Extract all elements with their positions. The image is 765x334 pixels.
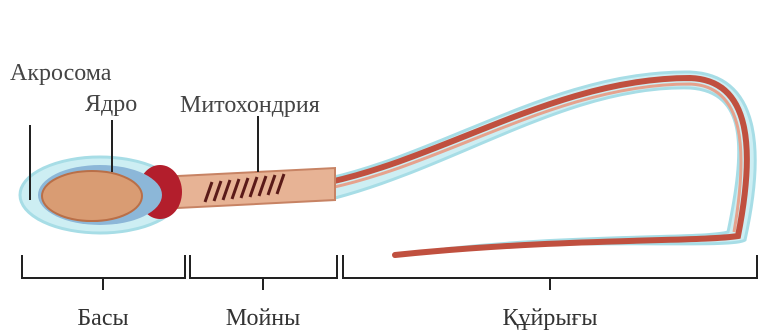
mitochondria-label: Митохондрия <box>180 92 320 118</box>
acrosome-label: Акросома <box>10 60 112 86</box>
head-bracket <box>22 255 185 290</box>
tail-section-label: Құйрығы <box>503 305 598 331</box>
nucleus <box>42 171 142 221</box>
tail-bracket <box>343 255 757 290</box>
neck-section-label: Мойны <box>226 305 301 331</box>
nucleus-label: Ядро <box>85 91 137 117</box>
neck-bracket <box>190 255 337 290</box>
head-section-label: Басы <box>77 305 128 331</box>
midpiece <box>178 168 335 208</box>
sperm-diagram: Акросома Ядро Митохондрия Басы Мойны Құй… <box>0 0 765 334</box>
